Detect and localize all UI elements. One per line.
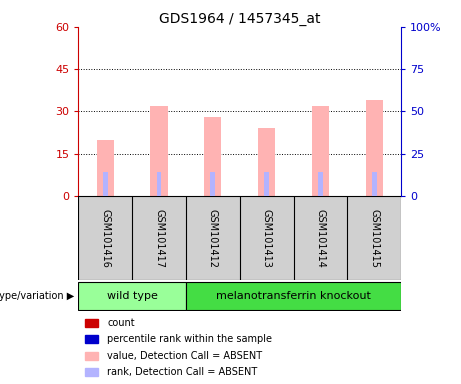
Bar	[85, 368, 98, 376]
Text: GSM101417: GSM101417	[154, 209, 164, 268]
Title: GDS1964 / 1457345_at: GDS1964 / 1457345_at	[159, 12, 320, 26]
Bar	[318, 172, 323, 196]
Bar	[103, 172, 108, 196]
Text: melanotransferrin knockout: melanotransferrin knockout	[216, 291, 371, 301]
Bar	[210, 172, 215, 196]
Bar	[186, 282, 401, 310]
Text: wild type: wild type	[106, 291, 158, 301]
Text: genotype/variation ▶: genotype/variation ▶	[0, 291, 74, 301]
Bar	[372, 172, 377, 196]
Bar	[85, 319, 98, 327]
Text: value, Detection Call = ABSENT: value, Detection Call = ABSENT	[107, 351, 262, 361]
Bar	[204, 117, 221, 196]
Bar	[85, 352, 98, 359]
Bar	[150, 106, 168, 196]
Bar	[97, 139, 114, 196]
Bar	[366, 100, 383, 196]
Bar	[258, 128, 275, 196]
Bar	[157, 172, 161, 196]
Text: rank, Detection Call = ABSENT: rank, Detection Call = ABSENT	[107, 367, 258, 377]
Text: GSM101414: GSM101414	[315, 209, 325, 268]
Text: percentile rank within the sample: percentile rank within the sample	[107, 334, 272, 344]
Text: GSM101413: GSM101413	[261, 209, 272, 268]
Bar	[78, 282, 186, 310]
Bar	[312, 106, 329, 196]
Text: GSM101415: GSM101415	[369, 209, 379, 268]
Text: GSM101412: GSM101412	[208, 209, 218, 268]
Bar	[264, 172, 269, 196]
Text: count: count	[107, 318, 135, 328]
Bar	[85, 336, 98, 343]
Text: GSM101416: GSM101416	[100, 209, 110, 268]
